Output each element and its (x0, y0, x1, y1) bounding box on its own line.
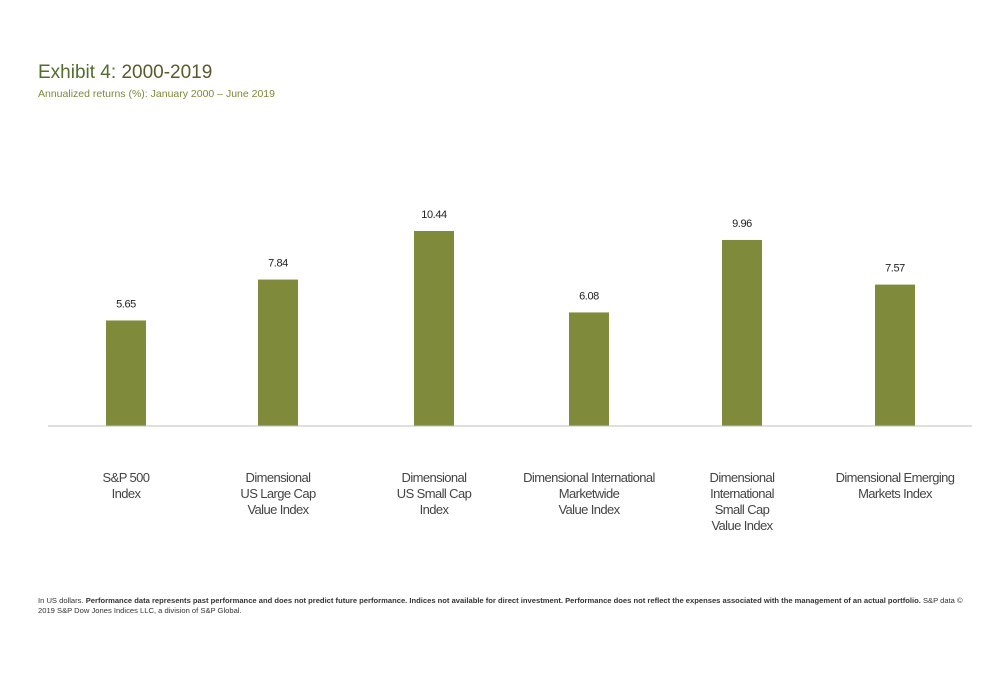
bar-1 (106, 320, 146, 426)
category-label-line: Value Index (711, 518, 773, 533)
footnote-source: S&P data © 2019 S&P Dow Jones Indices LL… (38, 596, 963, 615)
bar-4 (569, 312, 609, 426)
category-label-line: S&P 500 (103, 470, 150, 485)
category-label-line: Dimensional International (523, 470, 655, 485)
category-label-6: Dimensional Emerging Markets Index (836, 470, 955, 501)
title-years: 2000-2019 (121, 62, 213, 83)
chart-header: Exhibit 4: 2000-2019 Annualized returns … (38, 62, 275, 100)
value-label-5: 9.96 (732, 218, 752, 230)
category-label-line: Index (112, 486, 142, 501)
category-label-2: Dimensional US Large Cap Value Index (240, 470, 316, 517)
bars-group (106, 231, 915, 426)
value-label-6: 7.57 (885, 263, 905, 275)
category-label-4: Dimensional International Marketwide Value… (523, 470, 655, 517)
category-label-line: Index (420, 502, 450, 517)
title-prefix: Exhibit 4: (38, 62, 117, 83)
category-label-line: US Large Cap (240, 486, 316, 501)
footnote-lead: In US dollars. (38, 596, 84, 605)
category-label-line: Dimensional (710, 470, 776, 485)
bar-3 (414, 231, 454, 426)
value-label-1: 5.65 (116, 298, 136, 310)
value-labels-group: 5.65 7.84 10.44 6.08 9.96 7.57 (116, 209, 905, 310)
category-label-3: Dimensional US Small Cap Index (397, 470, 472, 517)
category-label-line: Marketwide (559, 486, 620, 501)
chart-subtitle: Annualized returns (%): January 2000 – J… (38, 88, 275, 100)
bar-6 (875, 284, 915, 426)
category-label-5: Dimensional International Small Cap Value I… (710, 470, 776, 533)
footnote-disclaimer: Performance data represents past perform… (85, 596, 921, 605)
bar-2 (258, 279, 298, 426)
category-label-line: US Small Cap (397, 486, 472, 501)
category-label-line: Dimensional (246, 470, 312, 485)
bar-5 (722, 239, 762, 426)
value-label-2: 7.84 (268, 258, 288, 270)
category-label-line: Value Index (247, 502, 309, 517)
category-label-line: Dimensional (402, 470, 468, 485)
category-label-line: Small Cap (715, 502, 770, 517)
value-label-3: 10.44 (421, 209, 447, 221)
category-label-line: Dimensional Emerging (836, 470, 955, 485)
category-label-line: Value Index (558, 502, 620, 517)
chart-title: Exhibit 4: 2000-2019 (38, 62, 275, 84)
category-label-line: Markets Index (858, 486, 933, 501)
footnote: In US dollars. Performance data represen… (38, 596, 968, 616)
category-label-1: S&P 500 Index (103, 470, 150, 501)
value-label-4: 6.08 (579, 290, 599, 302)
category-label-line: International (710, 486, 774, 501)
